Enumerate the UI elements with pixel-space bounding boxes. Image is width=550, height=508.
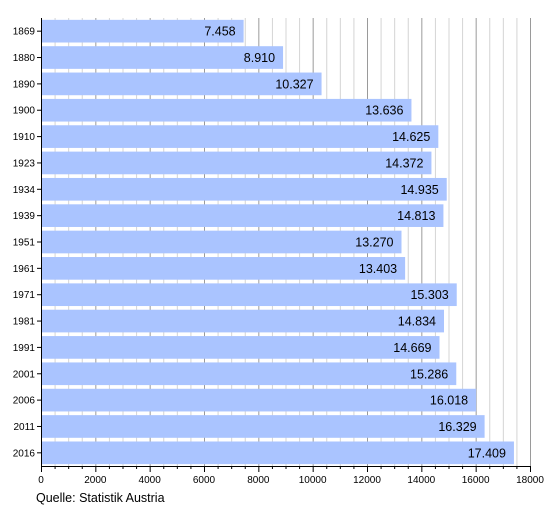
y-tick-label-1910: 1910 [13,132,36,143]
x-tick-label: 14000 [407,475,435,486]
bar-1869 [41,19,244,43]
data-label-2001: 15.286 [410,367,448,381]
data-label-1880: 8.910 [244,51,275,65]
y-tick-label-1880: 1880 [13,53,36,64]
y-tick-label-1923: 1923 [13,158,36,169]
bar-2006 [41,388,477,412]
bar-1923 [41,151,432,175]
bar-2016 [41,441,514,465]
data-label-1951: 13.270 [355,236,393,250]
y-tick-label-2011: 2011 [13,422,35,433]
bar-1951 [41,230,402,254]
y-tick-label-1961: 1961 [13,264,36,275]
y-tick-label-1991: 1991 [13,343,36,354]
data-label-2011: 16.329 [438,420,476,434]
x-tick-label: 2000 [84,475,107,486]
x-tick-label: 16000 [462,475,490,486]
y-tick-label-1900: 1900 [13,106,36,117]
data-label-1890: 10.327 [275,77,313,91]
bar-2001 [41,362,457,386]
data-label-1971: 15.303 [410,288,448,302]
data-label-1939: 14.813 [397,209,435,223]
y-tick-label-1971: 1971 [13,290,36,301]
bar-1981 [41,309,444,333]
y-tick-label-1934: 1934 [13,185,36,196]
x-tick-label: 8000 [247,475,270,486]
bar-2011 [41,415,485,438]
data-label-2006: 16.018 [430,394,468,408]
y-tick-label-1981: 1981 [13,317,36,328]
bar-1991 [41,336,440,359]
bar-1900 [41,98,412,122]
x-tick-label: 0 [38,475,44,486]
bar-1961 [41,257,406,280]
x-tick-label: 4000 [139,475,162,486]
data-label-1923: 14.372 [385,156,423,170]
y-tick-label-1939: 1939 [13,211,36,222]
data-label-1961: 13.403 [359,262,397,276]
bar-1910 [41,125,439,148]
data-label-1934: 14.935 [400,183,438,197]
bar-1880 [41,46,284,69]
data-label-1900: 13.636 [365,104,403,118]
x-tick-label: 12000 [353,475,381,486]
data-label-2016: 17.409 [468,446,506,460]
labels: 0 2000 4000 6000 8000 10000 12000 14000 16000 180… [13,25,545,486]
data-label-1910: 14.625 [392,130,430,144]
x-tick-label: 18000 [516,475,544,486]
y-tick-label-1869: 1869 [13,27,36,38]
y-tick-label-1890: 1890 [13,79,36,90]
y-tick-label-2001: 2001 [13,369,36,380]
y-tick-label-2016: 2016 [13,448,36,459]
y-tick-label-1951: 1951 [13,238,36,249]
bar-1890 [41,72,322,96]
bar-1934 [41,177,447,201]
y-tick-label-2006: 2006 [13,396,36,407]
x-tick-label: 6000 [193,475,216,486]
x-tick-label: 10000 [299,475,327,486]
bar-1939 [41,204,444,227]
data-label-1991: 14.669 [393,341,431,355]
source-note: Quelle: Statistik Austria [36,491,165,505]
data-label-1981: 14.834 [398,315,436,329]
bar-1971 [41,283,457,307]
axes [37,18,531,472]
data-label-1869: 7.458 [204,25,235,39]
bars [41,19,514,465]
